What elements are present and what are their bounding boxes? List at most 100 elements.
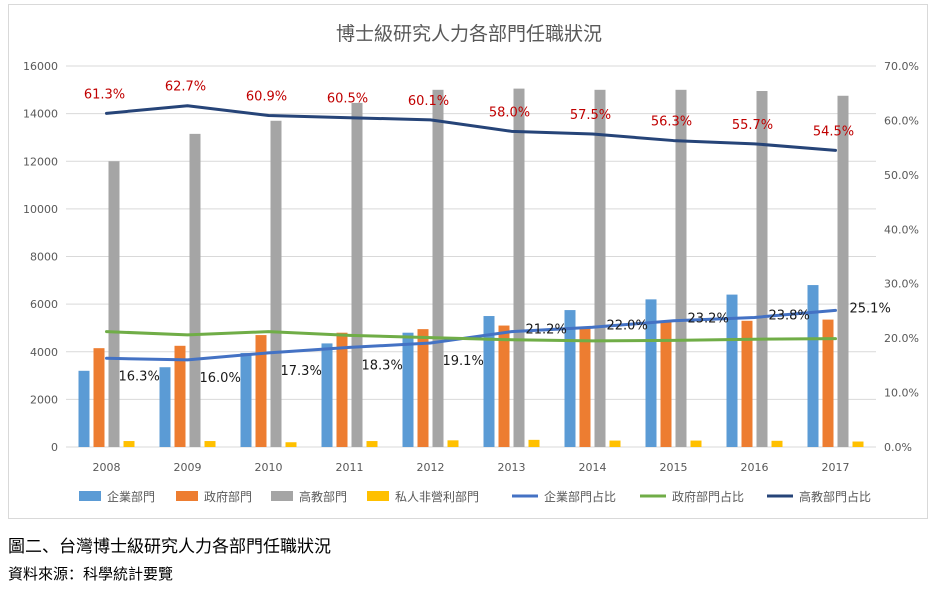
x-tick-label: 2015 [660,461,688,474]
x-tick-label: 2011 [336,461,364,474]
y-right-tick-label: 30.0% [884,278,919,291]
data-label: 60.9% [246,90,287,105]
chart-title: 博士級研究人力各部門任職狀況 [336,23,602,45]
data-label: 60.1% [408,94,449,109]
bar [690,440,702,447]
x-tick-label: 2017 [822,461,850,474]
y-right-tick-label: 0.0% [884,441,912,454]
bar [528,439,540,447]
bar [204,441,216,447]
x-tick-label: 2009 [174,461,202,474]
bar [78,370,90,447]
data-label: 18.3% [362,358,403,373]
legend-label: 企業部門占比 [544,489,616,504]
bar [594,89,606,447]
y-left-tick-label: 2000 [30,393,58,406]
bar [609,440,621,447]
chart: 博士級研究人力各部門任職狀況 0 2000 4000 6000 8000 10000 1200… [23,23,919,504]
bar [270,120,282,448]
y-right-tick-label: 20.0% [884,332,919,345]
legend-swatch [176,491,198,501]
data-label: 57.5% [570,108,611,123]
x-tick-label: 2010 [255,461,283,474]
x-tick-label: 2016 [741,461,769,474]
data-label: 17.3% [281,364,322,379]
y-left-tick-label: 4000 [30,346,58,359]
legend-label: 企業部門 [107,489,155,504]
bar [336,332,348,447]
bar [822,319,834,447]
data-label: 54.5% [813,124,854,139]
legend-label: 私人非營利部門 [395,489,479,504]
y-left-tick-label: 12000 [23,155,58,168]
y-left-tick-label: 6000 [30,298,58,311]
x-tick-label: 2008 [93,461,121,474]
source-caption: 資料來源：科學統計要覽 [8,565,174,583]
bar [159,367,171,447]
bar [108,161,120,447]
data-label: 19.1% [443,354,484,369]
legend-label: 高教部門占比 [799,489,871,504]
legend-swatch [271,491,293,501]
bar [351,102,363,448]
figure-caption: 圖二、台灣博士級研究人力各部門任職狀況 [8,537,331,557]
y-left-tick-label: 0 [51,441,58,454]
data-label: 60.5% [327,92,368,107]
bar [417,329,429,447]
bar [93,348,105,447]
bar [837,95,849,447]
bar [660,321,672,447]
bar [741,320,753,447]
bar [807,285,819,447]
data-label: 16.0% [200,371,241,386]
data-label: 56.3% [651,115,692,130]
chart-frame: 博士級研究人力各部門任職狀況 0 2000 4000 6000 8000 10000 1200… [8,4,928,519]
bar [852,441,864,447]
bar [483,316,495,447]
bar [645,299,657,447]
bar [432,89,444,447]
y-right-tick-label: 60.0% [884,114,919,127]
x-tick-label: 2013 [498,461,526,474]
data-label: 16.3% [119,369,160,384]
bar [402,332,414,447]
y-left-tick-label: 8000 [30,251,58,264]
bar [447,440,459,447]
bar [498,325,510,447]
bar [579,326,591,447]
legend-swatch [367,491,389,501]
data-label: 58.0% [489,105,530,120]
y-left-tick-label: 14000 [23,108,58,121]
legend-label: 政府部門占比 [672,489,744,504]
legend-label: 政府部門 [204,489,252,504]
bar [240,352,252,447]
series-line [105,104,837,152]
data-label: 62.7% [165,80,206,95]
bar [513,88,525,447]
y-left-tick-label: 10000 [23,203,58,216]
data-label: 61.3% [84,87,125,102]
bar [321,343,333,447]
bar [756,91,768,448]
series-line [105,330,837,343]
x-tick-label: 2012 [417,461,445,474]
y-left-tick-label: 16000 [23,60,58,73]
data-label: 23.8% [769,308,810,323]
y-right-tick-label: 40.0% [884,223,919,236]
bar [675,89,687,447]
data-label: 22.0% [607,318,648,333]
data-label: 21.2% [526,323,567,338]
bar [771,440,783,447]
bar [564,310,576,447]
y-right-tick-label: 70.0% [884,60,919,73]
y-right-tick-label: 10.0% [884,387,919,400]
legend-label: 高教部門 [299,489,347,504]
bar [189,133,201,447]
data-label: 23.2% [688,312,729,327]
bar [255,335,267,447]
bar [366,441,378,447]
y-right-tick-label: 50.0% [884,169,919,182]
data-label: 55.7% [732,118,773,133]
bar [726,294,738,447]
bar [123,441,135,447]
